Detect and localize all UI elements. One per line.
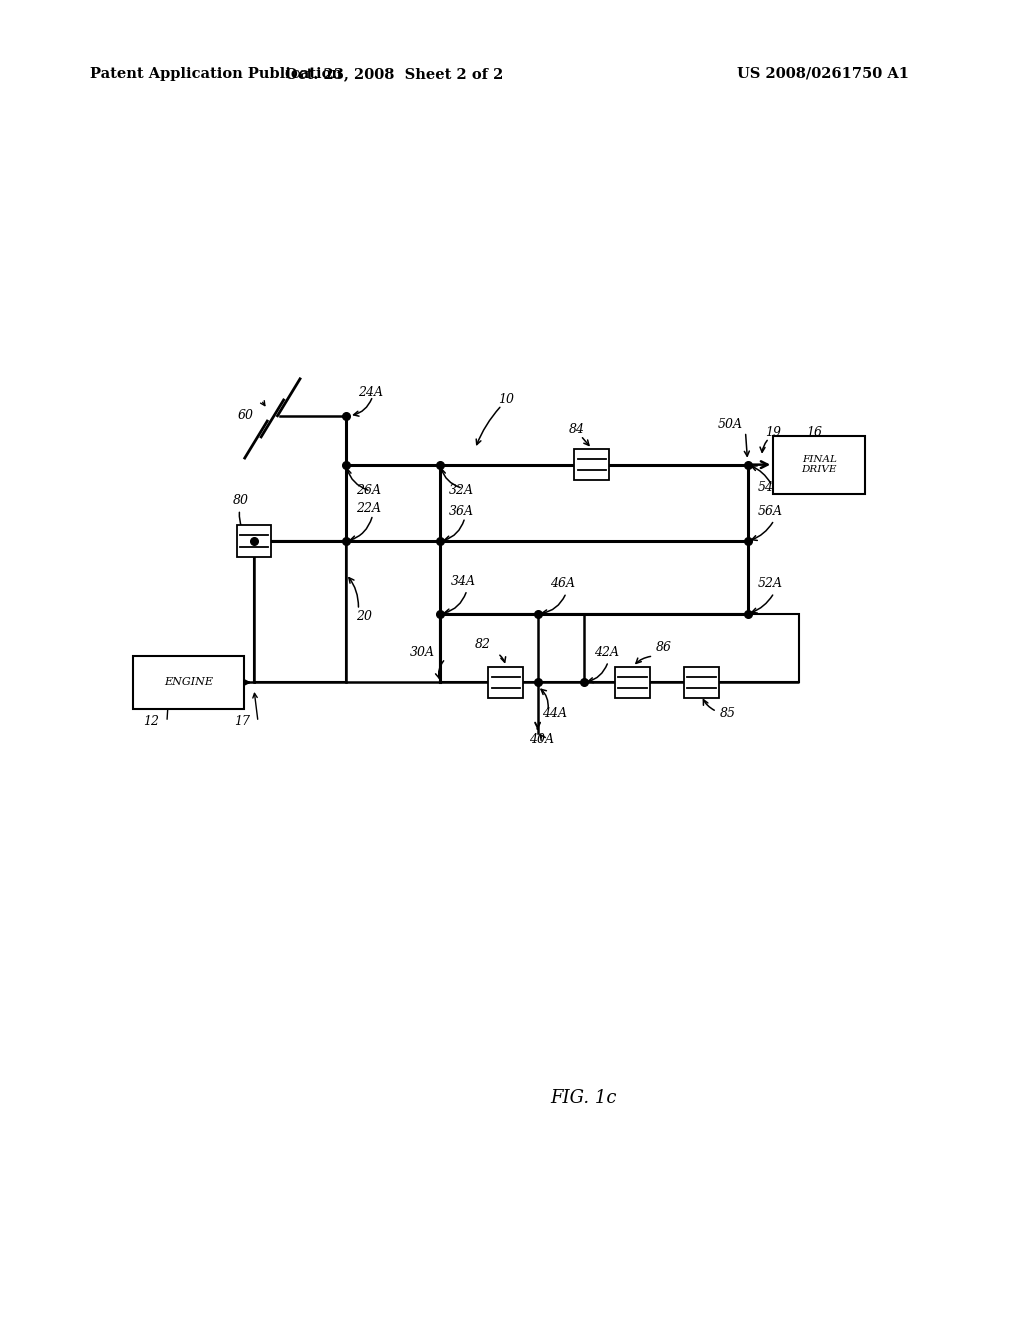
Bar	[237, 525, 271, 557]
Text: 36A: 36A	[449, 504, 473, 517]
Text: 52A: 52A	[758, 577, 782, 590]
Text: 46A: 46A	[550, 577, 574, 590]
Text: FINAL
DRIVE: FINAL DRIVE	[802, 455, 837, 474]
Text: 80: 80	[232, 494, 249, 507]
Text: 50A: 50A	[718, 417, 742, 430]
Text: Oct. 23, 2008  Sheet 2 of 2: Oct. 23, 2008 Sheet 2 of 2	[285, 67, 504, 81]
Text: 19: 19	[765, 425, 781, 438]
Bar	[440, 614, 799, 682]
Text: 16: 16	[806, 425, 822, 438]
Text: 54A: 54A	[758, 480, 782, 494]
Text: 86: 86	[655, 640, 672, 653]
Bar	[133, 656, 244, 709]
Text: 34A: 34A	[451, 574, 475, 587]
Text: 42A: 42A	[594, 645, 618, 659]
Text: 44A: 44A	[542, 706, 566, 719]
Bar	[615, 667, 650, 698]
Text: FIG. 1c: FIG. 1c	[551, 1089, 616, 1107]
Text: 22A: 22A	[356, 502, 381, 515]
Bar	[254, 541, 346, 682]
Text: 12: 12	[142, 714, 159, 727]
Bar	[684, 667, 719, 698]
Text: 56A: 56A	[758, 504, 782, 517]
Text: ENGINE: ENGINE	[164, 677, 213, 688]
Text: 84: 84	[568, 422, 585, 436]
Text: 26A: 26A	[356, 483, 381, 496]
Text: 10: 10	[498, 392, 514, 405]
Text: 24A: 24A	[358, 385, 383, 399]
Text: 40A: 40A	[529, 733, 554, 746]
Text: 60: 60	[238, 409, 254, 422]
Text: 30A: 30A	[411, 645, 435, 659]
Bar	[773, 436, 865, 494]
Text: Patent Application Publication: Patent Application Publication	[90, 67, 342, 81]
Text: US 2008/0261750 A1: US 2008/0261750 A1	[737, 67, 909, 81]
Bar	[574, 449, 609, 480]
Bar	[488, 667, 523, 698]
Text: 17: 17	[233, 714, 250, 727]
Text: 82: 82	[474, 638, 490, 651]
Text: 20: 20	[356, 610, 373, 623]
Text: 85: 85	[720, 706, 736, 719]
Text: 32A: 32A	[449, 483, 473, 496]
